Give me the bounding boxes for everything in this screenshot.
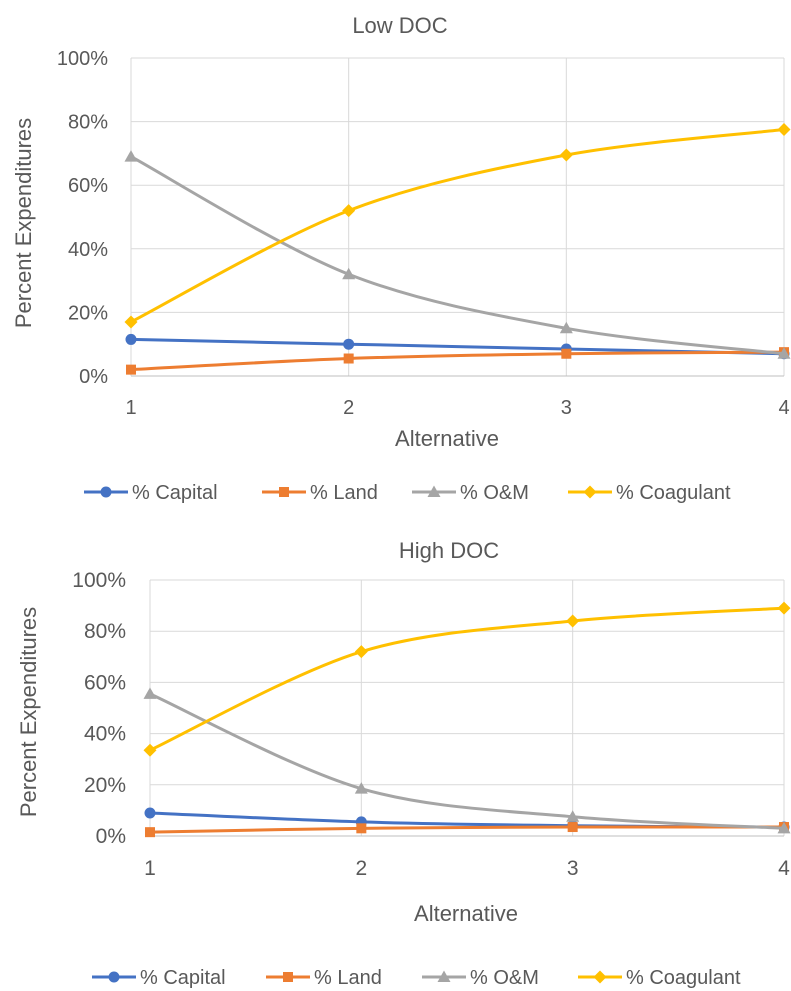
x-tick-label: 3 <box>561 397 572 419</box>
data-point <box>567 822 578 833</box>
y-tick-label: 100% <box>72 569 126 592</box>
y-axis-label: Percent Expenditures <box>16 607 41 817</box>
x-tick-label: 1 <box>144 857 156 880</box>
series-line <box>149 692 785 830</box>
y-tick-label: 20% <box>84 774 126 797</box>
data-point <box>566 614 580 628</box>
x-tick-labels: 1 2 3 4 <box>144 857 790 880</box>
data-point <box>144 807 156 819</box>
legend-marker <box>100 486 112 498</box>
series-line <box>130 350 785 372</box>
legend-item-land: % Land <box>266 967 382 989</box>
data-point <box>354 782 368 794</box>
legend: % Capital % Land % O&M % Coagulant <box>92 967 741 989</box>
gridlines <box>149 579 785 837</box>
legend-item-oandm: % O&M <box>412 482 529 504</box>
y-tick-label: 100% <box>57 48 108 70</box>
x-tick-label: 1 <box>125 397 136 419</box>
x-tick-label: 4 <box>778 397 789 419</box>
legend-label: % Capital <box>132 482 218 504</box>
series-coagulant <box>124 123 791 329</box>
data-point <box>124 150 138 162</box>
chart-title: Low DOC <box>352 13 447 38</box>
x-axis-label: Alternative <box>414 901 518 926</box>
legend-item-coagulant: % Coagulant <box>578 967 741 989</box>
plot-area <box>124 123 791 375</box>
y-tick-label: 0% <box>79 366 108 388</box>
legend: % Capital % Land % O&M % Coagulant <box>84 482 731 504</box>
y-tick-label: 40% <box>84 723 126 746</box>
y-tick-label: 80% <box>84 620 126 643</box>
legend-item-capital: % Capital <box>84 482 218 504</box>
x-tick-label: 2 <box>355 857 367 880</box>
legend-label: % Land <box>310 482 378 504</box>
series-line <box>149 606 785 752</box>
data-point <box>125 333 137 345</box>
legend-marker <box>593 970 607 984</box>
x-axis-label: Alternative <box>395 426 499 451</box>
legend-marker <box>108 971 120 983</box>
data-point <box>342 267 356 280</box>
data-point <box>559 148 573 162</box>
series-oandm <box>124 150 791 359</box>
high-doc-chart: High DOC 0% 20% 40% 60% 80% 100% 1 2 3 4 Alterna… <box>16 538 791 989</box>
legend-marker <box>279 487 289 497</box>
legend-item-land: % Land <box>262 482 378 504</box>
legend-label: % O&M <box>460 482 529 504</box>
plot-area <box>143 601 791 838</box>
gridlines <box>130 57 785 377</box>
data-point <box>777 601 791 615</box>
chart-title: High DOC <box>399 538 499 563</box>
data-point <box>777 821 791 834</box>
y-tick-labels: 0% 20% 40% 60% 80% 100% <box>72 569 126 848</box>
legend-label: % O&M <box>470 967 539 989</box>
series-line <box>130 128 785 324</box>
data-point <box>559 321 573 334</box>
legend-marker <box>583 485 597 499</box>
x-tick-labels: 1 2 3 4 <box>125 397 789 419</box>
data-point <box>354 645 368 659</box>
y-tick-label: 60% <box>84 671 126 694</box>
y-tick-label: 40% <box>68 239 108 261</box>
legend-label: % Coagulant <box>626 967 741 989</box>
data-point <box>145 827 155 838</box>
data-point <box>561 348 572 359</box>
y-axis-label: Percent Expenditures <box>11 118 36 328</box>
data-point <box>143 687 157 699</box>
data-point <box>343 338 355 350</box>
data-point <box>356 823 367 834</box>
data-point <box>777 347 791 359</box>
series-oandm <box>143 687 791 834</box>
series-line <box>149 825 785 834</box>
legend-label: % Capital <box>140 967 226 989</box>
data-point <box>143 743 157 757</box>
low-doc-chart: Low DOC 0% 20% 40% 60% 80% 100% 1 2 3 4 Alternat… <box>11 13 791 504</box>
data-point <box>126 364 136 375</box>
data-point <box>566 810 580 822</box>
x-tick-label: 2 <box>343 397 354 419</box>
legend-item-oandm: % O&M <box>422 967 539 989</box>
y-tick-label: 20% <box>68 302 108 324</box>
data-point <box>777 123 791 137</box>
y-tick-label: 0% <box>96 825 126 848</box>
data-point <box>343 353 354 364</box>
legend-marker <box>437 970 451 982</box>
series-land <box>126 347 789 375</box>
data-point <box>124 315 138 329</box>
x-tick-label: 4 <box>778 857 790 880</box>
x-tick-label: 3 <box>567 857 579 880</box>
y-tick-label: 80% <box>68 112 108 134</box>
y-tick-label: 60% <box>68 175 108 197</box>
legend-marker <box>427 485 441 497</box>
legend-marker <box>283 972 293 982</box>
series-line <box>130 155 785 356</box>
legend-item-capital: % Capital <box>92 967 226 989</box>
legend-item-coagulant: % Coagulant <box>568 482 731 504</box>
series-coagulant <box>143 601 791 757</box>
data-point <box>342 204 356 218</box>
legend-label: % Land <box>314 967 382 989</box>
legend-label: % Coagulant <box>616 482 731 504</box>
y-tick-labels: 0% 20% 40% 60% 80% 100% <box>57 48 108 388</box>
